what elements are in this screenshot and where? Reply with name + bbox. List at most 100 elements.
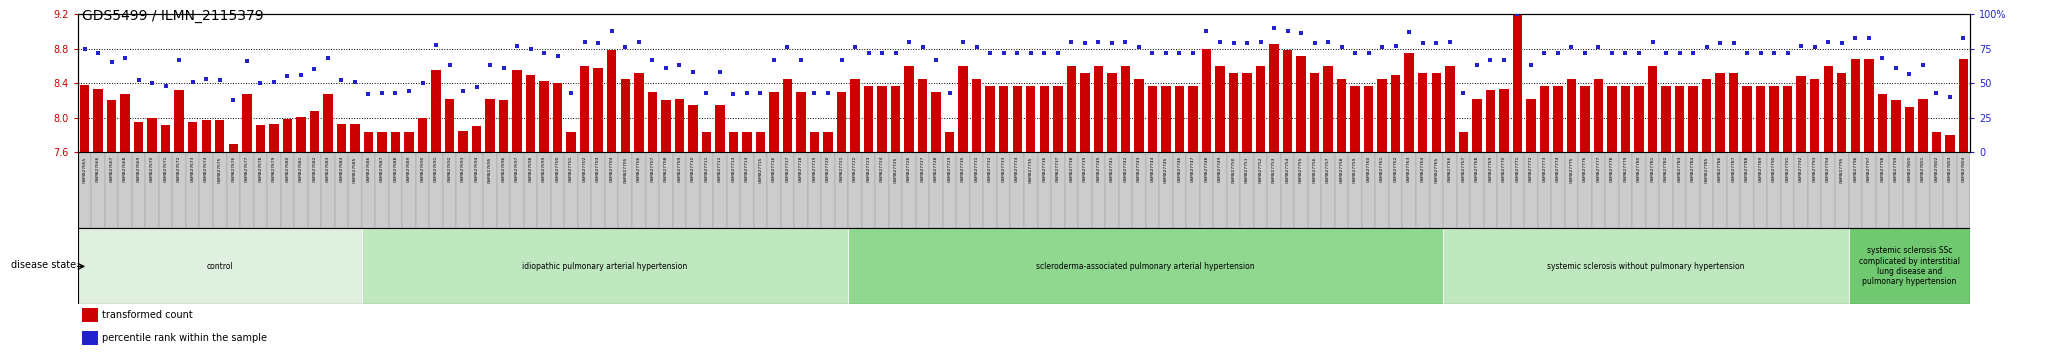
Bar: [1729, 73, 1739, 152]
Point: [500, 43, 532, 49]
Bar: [1364, 86, 1374, 152]
Bar: [795, 152, 807, 228]
Text: GSM827763: GSM827763: [1407, 156, 1411, 182]
Bar: [1714, 152, 1726, 228]
Bar: [1337, 79, 1346, 152]
Point: [1419, 40, 1452, 46]
Text: GSM827701: GSM827701: [569, 156, 573, 182]
Bar: [770, 92, 778, 152]
Point: [799, 90, 831, 96]
Bar: [1794, 152, 1808, 228]
Bar: [1929, 152, 1944, 228]
Text: GSM827792: GSM827792: [1800, 156, 1802, 182]
Text: GSM827744: GSM827744: [1151, 156, 1155, 182]
Text: GSM827705: GSM827705: [623, 156, 627, 183]
Text: GSM827784: GSM827784: [1692, 156, 1696, 182]
Point: [123, 78, 156, 83]
Text: GSM827678: GSM827678: [258, 156, 262, 182]
Text: GSM827668: GSM827668: [123, 156, 127, 182]
Text: GSM827768: GSM827768: [1475, 156, 1479, 182]
Point: [1366, 45, 1399, 50]
Bar: [78, 152, 92, 228]
Bar: [1946, 135, 1954, 152]
Point: [1731, 50, 1763, 56]
Bar: [377, 132, 387, 152]
Point: [758, 57, 791, 63]
Bar: [1647, 152, 1659, 228]
Bar: [1378, 79, 1386, 152]
Text: GSM827743: GSM827743: [1137, 156, 1141, 182]
Text: GSM827794: GSM827794: [1827, 156, 1831, 182]
Point: [973, 50, 1006, 56]
Bar: [713, 152, 727, 228]
Bar: [1446, 66, 1454, 152]
Bar: [1335, 152, 1348, 228]
Text: GSM827790: GSM827790: [1772, 156, 1776, 182]
Bar: [983, 152, 997, 228]
Text: GSM827703: GSM827703: [596, 156, 600, 182]
Bar: [688, 105, 698, 152]
Bar: [645, 152, 659, 228]
Bar: [459, 131, 467, 152]
Text: GSM827783: GSM827783: [1677, 156, 1681, 182]
Bar: [1661, 86, 1671, 152]
Point: [1501, 11, 1534, 17]
Bar: [119, 152, 131, 228]
Bar: [754, 152, 768, 228]
Point: [1176, 50, 1208, 56]
Bar: [403, 132, 414, 152]
Point: [1434, 39, 1466, 45]
Bar: [1470, 152, 1483, 228]
Point: [1677, 50, 1710, 56]
Bar: [971, 152, 983, 228]
Point: [1690, 45, 1722, 50]
Point: [1784, 43, 1817, 49]
Bar: [1851, 59, 1860, 152]
Bar: [1389, 152, 1403, 228]
Bar: [1040, 86, 1049, 152]
Bar: [498, 152, 510, 228]
Bar: [1552, 86, 1563, 152]
Text: GSM827725: GSM827725: [893, 156, 897, 183]
Bar: [1280, 152, 1294, 228]
Bar: [1024, 152, 1038, 228]
Point: [1298, 40, 1331, 46]
Text: GSM827758: GSM827758: [1339, 156, 1343, 183]
Bar: [1538, 152, 1550, 228]
Bar: [1348, 152, 1362, 228]
Text: GSM827689: GSM827689: [408, 156, 412, 182]
Bar: [1849, 228, 1970, 304]
Bar: [1174, 152, 1186, 228]
Point: [623, 39, 655, 45]
Bar: [174, 90, 184, 152]
Bar: [999, 86, 1008, 152]
Point: [1610, 50, 1642, 56]
Text: GSM827765: GSM827765: [1434, 156, 1438, 183]
Point: [1825, 40, 1858, 46]
Text: GSM827709: GSM827709: [678, 156, 682, 182]
Bar: [606, 50, 616, 152]
Bar: [1567, 79, 1577, 152]
Text: GSM827738: GSM827738: [1069, 156, 1073, 182]
Bar: [1700, 152, 1714, 228]
Bar: [1296, 56, 1307, 152]
Point: [1622, 50, 1655, 56]
Bar: [1067, 66, 1075, 152]
Bar: [1212, 152, 1227, 228]
Point: [1554, 45, 1587, 50]
Point: [1866, 56, 1898, 61]
Point: [1257, 25, 1290, 31]
Bar: [1905, 107, 1915, 152]
Point: [664, 62, 696, 68]
Bar: [1241, 152, 1253, 228]
Bar: [594, 68, 602, 152]
Bar: [1430, 152, 1444, 228]
Text: GSM827786: GSM827786: [1718, 156, 1722, 182]
Point: [68, 46, 100, 52]
Bar: [1417, 73, 1427, 152]
Text: GSM827761: GSM827761: [1380, 156, 1384, 182]
Bar: [1581, 86, 1589, 152]
Text: GSM827714: GSM827714: [745, 156, 750, 182]
Bar: [662, 101, 670, 152]
Text: GSM827667: GSM827667: [111, 156, 113, 182]
